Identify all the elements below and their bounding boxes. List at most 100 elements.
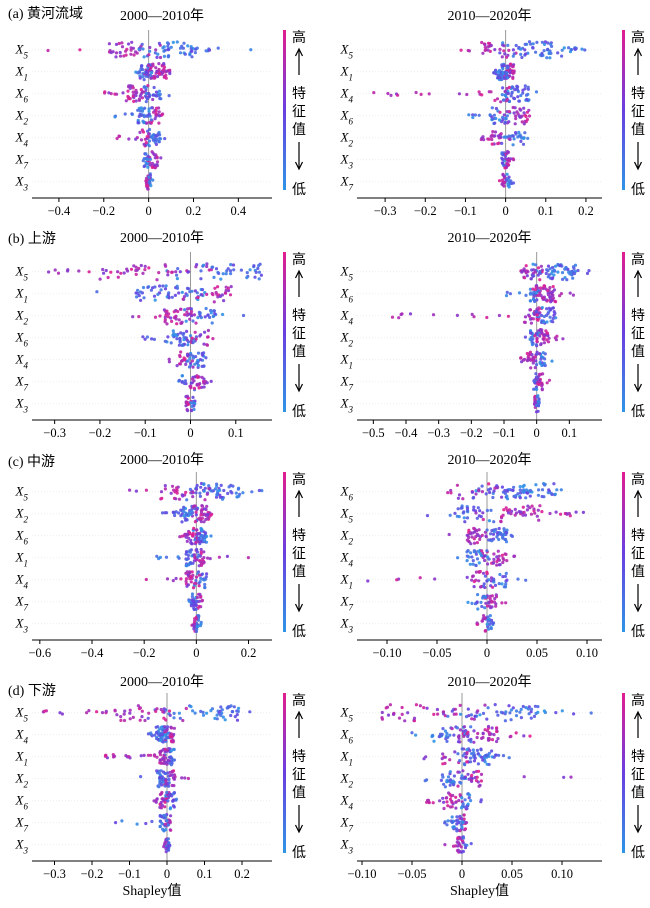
shap-point: [431, 733, 435, 738]
shap-point: [535, 514, 539, 518]
beeswarm-X4: [115, 127, 167, 148]
shap-point: [147, 107, 151, 111]
shap-point: [552, 313, 556, 317]
shap-point: [488, 594, 493, 598]
shap-point: [567, 511, 571, 516]
shap-point: [174, 270, 178, 274]
shap-point: [157, 139, 161, 144]
shap-point: [469, 842, 473, 846]
feature-label: X4: [340, 308, 354, 327]
shap-point: [520, 360, 524, 364]
shap-point: [260, 489, 264, 493]
shap-point: [523, 357, 527, 361]
shap-point: [131, 315, 135, 319]
shap-point: [142, 78, 146, 82]
shap-point: [502, 113, 506, 117]
shap-point: [190, 592, 195, 596]
shap-point: [161, 284, 165, 288]
shap-point: [165, 727, 169, 731]
shap-point: [181, 343, 185, 347]
shap-point: [490, 599, 494, 603]
colorbar-middle-label: 征: [631, 767, 645, 783]
shap-point: [196, 316, 200, 320]
shap-point: [225, 706, 229, 710]
shap-point: [538, 504, 542, 508]
shap-point: [448, 805, 453, 809]
x-tick-label: −0.4: [48, 204, 71, 218]
shap-point: [505, 494, 509, 498]
colorbar: [283, 693, 286, 853]
shap-point: [128, 708, 132, 712]
shap-point: [537, 374, 541, 378]
shap-point: [475, 557, 480, 561]
shap-point: [159, 97, 163, 101]
shap-point: [197, 604, 201, 608]
shap-point: [461, 849, 465, 854]
colorbar-middle-label: 特: [292, 528, 306, 544]
shap-point: [386, 713, 391, 717]
shap-point: [172, 716, 176, 720]
shap-point: [497, 554, 501, 558]
shap-point: [450, 709, 454, 713]
shap-point: [150, 134, 154, 138]
shap-point: [184, 517, 188, 522]
shap-point: [161, 776, 166, 781]
shap-point: [480, 484, 484, 488]
shap-point: [548, 511, 552, 516]
shap-point: [171, 510, 175, 514]
feature-label: X6: [15, 528, 29, 547]
shap-point: [539, 313, 544, 318]
shap-point: [467, 714, 471, 718]
shap-point: [537, 488, 541, 492]
shap-point: [537, 380, 541, 384]
shap-point: [495, 729, 499, 734]
shap-point: [199, 481, 204, 486]
arrow-up-head: [294, 489, 304, 499]
shap-point: [204, 306, 208, 311]
shap-point: [449, 780, 453, 784]
shap-point: [531, 317, 536, 321]
shap-point: [455, 840, 459, 844]
shap-point: [463, 520, 467, 524]
shap-point: [193, 51, 197, 55]
shap-point: [541, 372, 545, 376]
shap-point: [562, 46, 566, 50]
shap-point: [205, 292, 209, 296]
shap-point: [248, 710, 252, 714]
shap-point: [525, 491, 529, 495]
shap-point: [589, 711, 593, 715]
colorbar-middle-label: 特: [631, 749, 645, 765]
shap-point: [475, 516, 479, 520]
x-tick-label: −0.3: [427, 426, 450, 440]
shap-point: [164, 284, 168, 288]
shap-point: [192, 603, 196, 608]
shap-point: [528, 317, 533, 321]
shap-point: [145, 96, 149, 100]
shap-point: [134, 137, 138, 141]
shap-point: [443, 843, 447, 847]
shap-point: [459, 781, 463, 785]
shap-point: [496, 713, 500, 717]
shap-point: [524, 120, 528, 124]
shap-point: [455, 514, 459, 518]
shap-point: [489, 626, 493, 630]
shap-point: [449, 819, 453, 823]
shap-point: [492, 755, 496, 759]
x-tick-label: 0.10: [576, 646, 598, 660]
shap-point: [216, 46, 220, 50]
shap-point: [193, 362, 197, 366]
shap-point: [520, 114, 524, 118]
shap-point: [561, 337, 565, 341]
shap-point: [166, 736, 170, 740]
beeswarm-X2: [139, 769, 190, 789]
shap-point: [543, 40, 548, 44]
shap-point: [519, 356, 523, 360]
shap-point: [536, 705, 540, 709]
shap-point: [189, 409, 194, 413]
shap-point: [389, 93, 393, 97]
shap-point: [194, 491, 198, 495]
shap-point: [170, 735, 174, 739]
shap-point: [186, 44, 190, 48]
shap-point: [540, 388, 544, 392]
shap-point: [503, 574, 507, 579]
